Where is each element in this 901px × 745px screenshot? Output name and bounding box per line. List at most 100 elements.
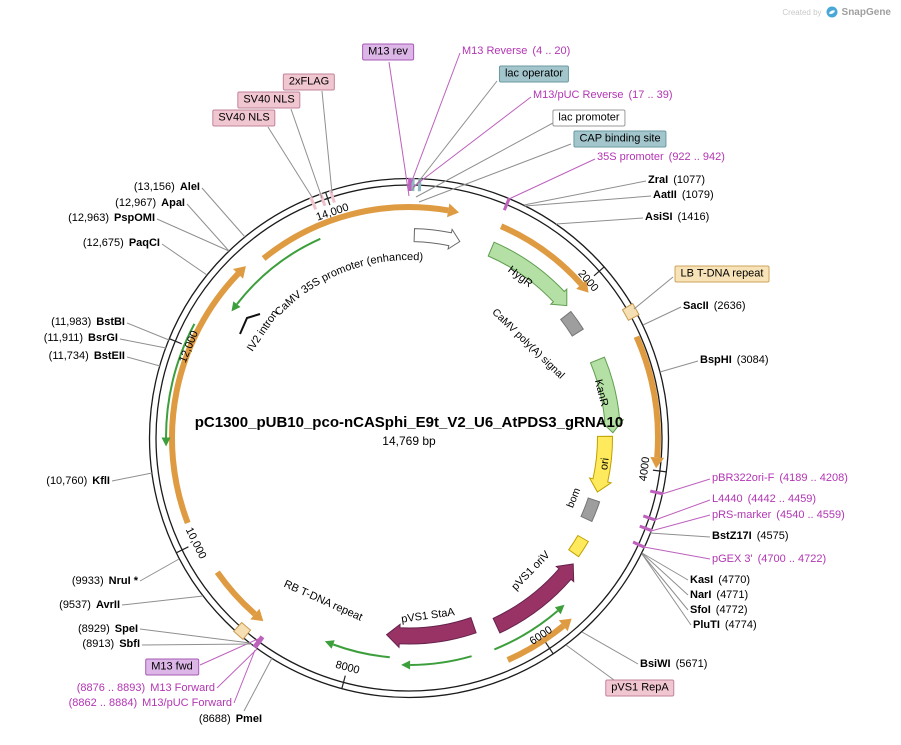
ori-label[interactable]: ori bbox=[598, 457, 611, 471]
m13-puc-forward-primer-label[interactable]: (8862 .. 8884) M13/pUC Forward bbox=[69, 697, 232, 710]
enzyme-bsiwi-text: (5671) bbox=[675, 658, 708, 670]
enzyme-asisi-text: (1416) bbox=[677, 211, 710, 223]
enzyme-spei-text: SpeI bbox=[114, 623, 138, 635]
sv40-nls-label-2[interactable]: SV40 NLS bbox=[237, 91, 301, 109]
callout-line bbox=[523, 180, 647, 206]
feature-arc-2[interactable] bbox=[633, 335, 661, 458]
m13-fwd-label-text: M13 fwd bbox=[151, 660, 193, 673]
feature-arc-1[interactable] bbox=[499, 223, 584, 287]
lac-operator-label[interactable]: lac operator bbox=[498, 65, 570, 83]
rb-tdna-repeat-box[interactable] bbox=[232, 621, 252, 641]
axis-tick bbox=[545, 642, 554, 655]
callout-line bbox=[659, 360, 699, 373]
feature-arc-5[interactable] bbox=[168, 271, 241, 524]
callout-line bbox=[321, 90, 333, 194]
enzyme-pmei-text: PmeI bbox=[235, 713, 262, 725]
l4440-primer-label[interactable]: L4440 (4442 .. 4459) bbox=[712, 493, 816, 506]
callout-line bbox=[290, 108, 323, 199]
ori-arrow[interactable] bbox=[588, 435, 614, 493]
enzyme-kasi-text: KasI bbox=[690, 574, 714, 586]
cap-binding-site-label[interactable]: CAP binding site bbox=[573, 130, 667, 148]
enzyme-bstz17i-text: BstZ17I bbox=[712, 530, 752, 542]
lac-promoter-label[interactable]: lac promoter bbox=[552, 109, 626, 127]
callout-line bbox=[641, 553, 692, 626]
pvs1-oriv-box[interactable] bbox=[568, 534, 589, 558]
m13-rev-label[interactable]: M13 rev bbox=[362, 43, 414, 61]
enzyme-bstbi[interactable]: (11,983) BstBI bbox=[51, 316, 125, 329]
m13-fwd-label[interactable]: M13 fwd bbox=[145, 658, 199, 676]
35s-promoter-primer-label-text: (922 .. 942) bbox=[668, 151, 725, 163]
enzyme-nari[interactable]: NarI (4771) bbox=[690, 589, 748, 602]
feature-arc-3[interactable] bbox=[506, 623, 566, 663]
enzyme-nrui[interactable]: (9933) NruI * bbox=[72, 575, 138, 588]
enzyme-bsrgi[interactable]: (11,911) BsrGI bbox=[44, 332, 118, 345]
enzyme-kfli[interactable]: (10,760) KflI bbox=[46, 475, 110, 488]
enzyme-avrii[interactable]: (9537) AvrII bbox=[59, 599, 120, 612]
pgex-3-primer-label-text: (4700 .. 4722) bbox=[757, 553, 827, 565]
camv-polya-box[interactable] bbox=[559, 310, 584, 337]
enzyme-nrui-text: (9933) bbox=[71, 575, 104, 587]
enzyme-zrai[interactable]: ZraI (1077) bbox=[648, 174, 705, 187]
orf-arrow-1[interactable] bbox=[165, 323, 196, 438]
axis-tick bbox=[341, 675, 346, 689]
site-tick bbox=[309, 196, 318, 210]
35s-promoter-primer-label[interactable]: 35S promoter (922 .. 942) bbox=[597, 151, 725, 164]
feature-arc-4-head bbox=[250, 608, 264, 622]
callout-line bbox=[161, 243, 208, 276]
enzyme-sbfi[interactable]: (8913) SbfI bbox=[82, 638, 140, 651]
enzyme-spei[interactable]: (8929) SpeI bbox=[78, 623, 138, 636]
orf-arrow-2[interactable] bbox=[332, 643, 390, 659]
enzyme-sacii[interactable]: SacII (2636) bbox=[683, 300, 745, 313]
pvs1-staa-arrow[interactable] bbox=[385, 616, 477, 649]
sv40-nls-label-1[interactable]: SV40 NLS bbox=[212, 109, 276, 127]
pgex-3-primer-label[interactable]: pGEX 3' (4700 .. 4722) bbox=[712, 553, 826, 566]
enzyme-pmei[interactable]: (8688) PmeI bbox=[199, 713, 262, 726]
enzyme-apai[interactable]: (12,967) ApaI bbox=[115, 197, 185, 210]
enzyme-paqci[interactable]: (12,675) PaqCI bbox=[83, 237, 160, 250]
enzyme-pluti[interactable]: PluTI (4774) bbox=[693, 619, 757, 632]
enzyme-sfoi[interactable]: SfoI (4772) bbox=[690, 604, 748, 617]
enzyme-bstz17i[interactable]: BstZ17I (4575) bbox=[712, 530, 789, 543]
orf-arrow-3[interactable] bbox=[410, 655, 472, 666]
feature-arc-4[interactable] bbox=[214, 570, 257, 617]
feature-arc-0-head bbox=[447, 203, 459, 218]
lb-tdna-repeat-label[interactable]: LB T-DNA repeat bbox=[674, 265, 770, 283]
enzyme-bsteii[interactable]: (11,734) BstEII bbox=[49, 350, 125, 363]
sv40-nls-label-2-text: SV40 NLS bbox=[243, 93, 295, 106]
bom-box[interactable] bbox=[580, 497, 601, 523]
feature-arc-0[interactable] bbox=[261, 204, 449, 261]
pvs1-repa-label[interactable]: pVS1 RepA bbox=[605, 679, 675, 697]
enzyme-bsiwi[interactable]: BsiWI (5671) bbox=[640, 658, 707, 671]
promoter-arrow[interactable] bbox=[413, 228, 461, 251]
callout-line bbox=[119, 338, 167, 349]
enzyme-kasi[interactable]: KasI (4770) bbox=[690, 574, 750, 587]
pbr322ori-f-primer-label[interactable]: pBR322ori-F (4189 .. 4208) bbox=[712, 472, 848, 485]
enzyme-pspomi[interactable]: (12,963) PspOMI bbox=[68, 212, 155, 225]
kanr-arrow[interactable] bbox=[589, 356, 625, 434]
site-tick bbox=[639, 524, 653, 533]
enzyme-bsrgi-text: BsrGI bbox=[88, 332, 118, 344]
l4440-primer-label-text: (4442 .. 4459) bbox=[747, 493, 817, 505]
2xflag-label[interactable]: 2xFLAG bbox=[282, 73, 336, 91]
pvs1-repa-arrow[interactable] bbox=[492, 563, 575, 634]
enzyme-alei[interactable]: (13,156) AleI bbox=[134, 181, 200, 194]
callout-line bbox=[649, 532, 711, 538]
orf-arrow-0[interactable] bbox=[236, 237, 321, 305]
m13-forward-primer-label[interactable]: (8876 .. 8893) M13 Forward bbox=[77, 682, 215, 695]
callout-line bbox=[641, 553, 689, 611]
m13-puc-reverse-primer-label[interactable]: M13/pUC Reverse (17 .. 39) bbox=[533, 89, 673, 102]
enzyme-asisi[interactable]: AsiSI (1416) bbox=[645, 211, 709, 224]
enzyme-bsteii-text: (11,734) bbox=[48, 350, 89, 362]
prs-marker-primer-label[interactable]: pRS-marker (4540 .. 4559) bbox=[712, 509, 845, 522]
enzyme-bsphi-text: BspHI bbox=[700, 354, 732, 366]
enzyme-bsphi[interactable]: BspHI (3084) bbox=[700, 354, 769, 367]
orf-arrow-0-head bbox=[231, 301, 241, 312]
orf-arrow-4[interactable] bbox=[494, 610, 559, 651]
enzyme-bstbi-text: (11,983) bbox=[51, 316, 92, 328]
orf-arrow-1-head bbox=[161, 437, 171, 447]
intron-mark bbox=[239, 313, 261, 335]
hygr-arrow[interactable] bbox=[487, 241, 568, 307]
m13-reverse-primer-label[interactable]: M13 Reverse (4 .. 20) bbox=[462, 45, 570, 58]
enzyme-aatii[interactable]: AatII (1079) bbox=[653, 189, 714, 202]
